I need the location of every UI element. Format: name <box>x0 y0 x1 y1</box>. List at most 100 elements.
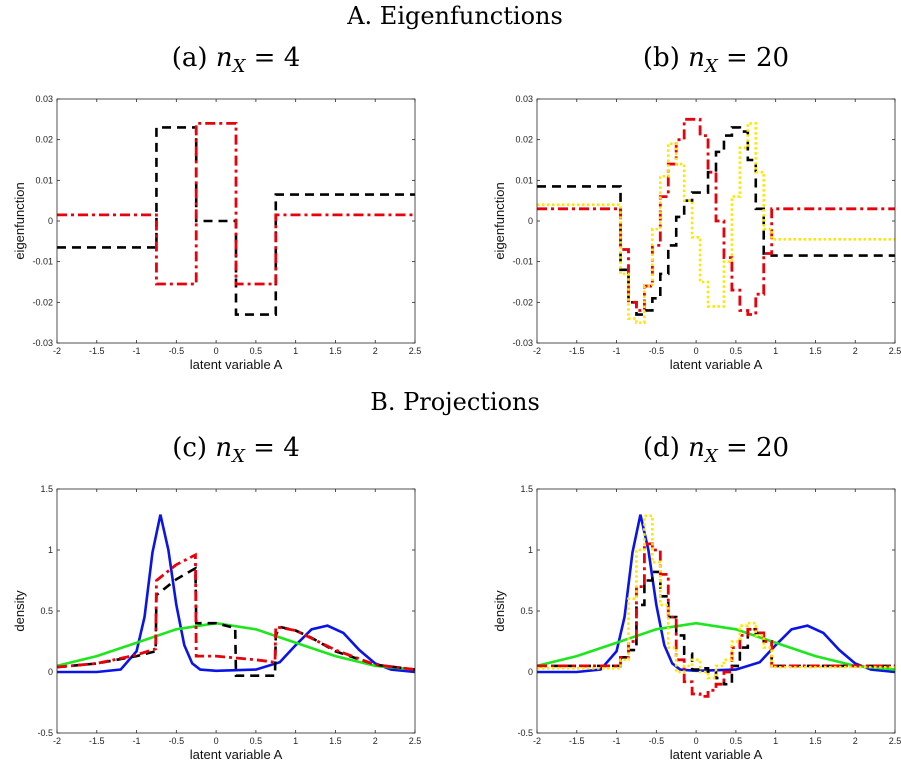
series-line-green-solid <box>57 621 415 671</box>
x-tick-label: 0 <box>694 346 699 356</box>
y-axis-label: eigenfunction <box>492 182 507 259</box>
y-tick-label: 1.5 <box>520 484 533 494</box>
y-tick-label: 0.03 <box>515 94 533 104</box>
x-tick-label: 1.5 <box>329 736 342 746</box>
axes-frame <box>56 488 416 734</box>
series-line-red-dashdot <box>57 122 415 286</box>
x-tick-label: -1.5 <box>569 736 585 746</box>
x-tick-label: -1.5 <box>569 346 585 356</box>
x-tick-label: -1.5 <box>89 736 105 746</box>
series-line-yellow-dotted <box>537 514 895 680</box>
series-group <box>537 117 895 324</box>
x-tick-label: -1 <box>613 346 621 356</box>
x-tick-label: 0.5 <box>250 346 263 356</box>
x-axis-label: latent variable A <box>190 747 283 762</box>
x-tick-label: 2 <box>853 736 858 746</box>
panel-title: (d) nX = 20 <box>643 433 789 467</box>
panel-title: (a) nX = 4 <box>172 43 301 77</box>
y-tick-label: -0.03 <box>512 338 533 348</box>
y-tick-label: 1.5 <box>40 484 53 494</box>
x-tick-label: 1 <box>293 346 298 356</box>
y-tick-label: -0.01 <box>32 257 53 267</box>
series-line-black-dashed <box>537 570 895 686</box>
panel-c: (c) nX = 4 -2 -1.5 -1 -0.5 0 0.5 1 1.5 2 2.5 -0.5 0 0… <box>12 433 421 762</box>
x-tick-label: 1 <box>293 736 298 746</box>
x-axis-label: latent variable A <box>190 357 283 372</box>
y-axis-label: density <box>492 590 507 632</box>
section-b-title: B. Projections <box>370 388 540 416</box>
series-line-green-solid <box>537 621 895 671</box>
y-tick-label: 0.02 <box>515 135 533 145</box>
series-line-red-dashdot <box>57 552 415 671</box>
x-tick-label: -1 <box>133 736 141 746</box>
series-group <box>57 122 415 316</box>
x-axis-label: latent variable A <box>670 357 763 372</box>
axes-frame <box>536 488 896 734</box>
series-line-black-dashed <box>57 566 415 677</box>
series-group <box>537 514 895 698</box>
x-tick-label: 1.5 <box>329 346 342 356</box>
x-tick-label: -0.5 <box>169 346 185 356</box>
x-tick-label: 1.5 <box>809 736 822 746</box>
y-tick-label: -0.02 <box>32 297 53 307</box>
series-group <box>57 514 415 677</box>
x-tick-label: 0 <box>214 346 219 356</box>
x-tick-label: -1.5 <box>89 346 105 356</box>
x-tick-label: -0.5 <box>649 346 665 356</box>
x-tick-label: 0 <box>214 736 219 746</box>
y-tick-label: 1 <box>48 545 53 555</box>
panel-b: (b) nX = 20 -2 -1.5 -1 -0.5 0 0.5 1 1.5 2 2.5 -0.03… <box>492 43 901 372</box>
section-a-title: A. Eigenfunctions <box>346 2 563 30</box>
y-tick-label: 0 <box>48 216 53 226</box>
series-line-red-dashdot <box>537 542 895 698</box>
x-tick-label: 0.5 <box>250 736 263 746</box>
y-tick-label: 0 <box>48 667 53 677</box>
x-tick-label: 2.5 <box>889 736 901 746</box>
x-tick-label: 1 <box>773 346 778 356</box>
x-tick-label: -2 <box>533 346 541 356</box>
x-tick-label: 0.5 <box>730 346 743 356</box>
series-line-yellow-dotted <box>537 122 895 324</box>
y-tick-label: 0 <box>528 667 533 677</box>
y-tick-label: 0.01 <box>35 175 53 185</box>
x-tick-label: 2 <box>373 736 378 746</box>
x-tick-label: -2 <box>53 736 61 746</box>
x-tick-label: 2 <box>853 346 858 356</box>
x-tick-label: 2.5 <box>409 346 422 356</box>
y-tick-label: -0.02 <box>512 297 533 307</box>
x-tick-label: 1.5 <box>809 346 822 356</box>
x-tick-label: -1 <box>613 736 621 746</box>
series-line-blue-solid <box>57 514 415 674</box>
x-tick-label: -0.5 <box>169 736 185 746</box>
x-tick-label: 2 <box>373 346 378 356</box>
y-tick-label: -0.01 <box>512 257 533 267</box>
x-tick-label: -2 <box>533 736 541 746</box>
panel-d: (d) nX = 20 -2 -1.5 -1 -0.5 0 0.5 1 1.5 2 2.5 -0.5 0… <box>492 433 901 762</box>
y-tick-label: 0.01 <box>515 175 533 185</box>
series-line-red-dashdot <box>537 117 895 316</box>
y-tick-label: 0.02 <box>35 135 53 145</box>
x-tick-label: -2 <box>53 346 61 356</box>
y-tick-label: -0.5 <box>37 728 53 738</box>
x-tick-label: 2.5 <box>409 736 422 746</box>
series-line-black-dashed <box>537 126 895 316</box>
panel-title: (b) nX = 20 <box>643 43 789 77</box>
x-tick-label: -0.5 <box>649 736 665 746</box>
y-axis-label: density <box>12 590 27 632</box>
y-axis-label: eigenfunction <box>12 182 27 259</box>
y-tick-label: -0.03 <box>32 338 53 348</box>
x-tick-label: -1 <box>133 346 141 356</box>
x-tick-label: 2.5 <box>889 346 901 356</box>
x-tick-label: 0 <box>694 736 699 746</box>
panel-title: (c) nX = 4 <box>172 433 300 467</box>
panel-a: (a) nX = 4 -2 -1.5 -1 -0.5 0 0.5 1 1.5 2 2.5 -0.03 -… <box>12 43 421 372</box>
y-tick-label: -0.5 <box>517 728 533 738</box>
x-tick-label: 0.5 <box>730 736 743 746</box>
x-axis-label: latent variable A <box>670 747 763 762</box>
y-tick-label: 1 <box>528 545 533 555</box>
y-tick-label: 0.5 <box>40 606 53 616</box>
y-tick-label: 0 <box>528 216 533 226</box>
series-line-blue-solid <box>537 514 895 674</box>
x-tick-label: 1 <box>773 736 778 746</box>
